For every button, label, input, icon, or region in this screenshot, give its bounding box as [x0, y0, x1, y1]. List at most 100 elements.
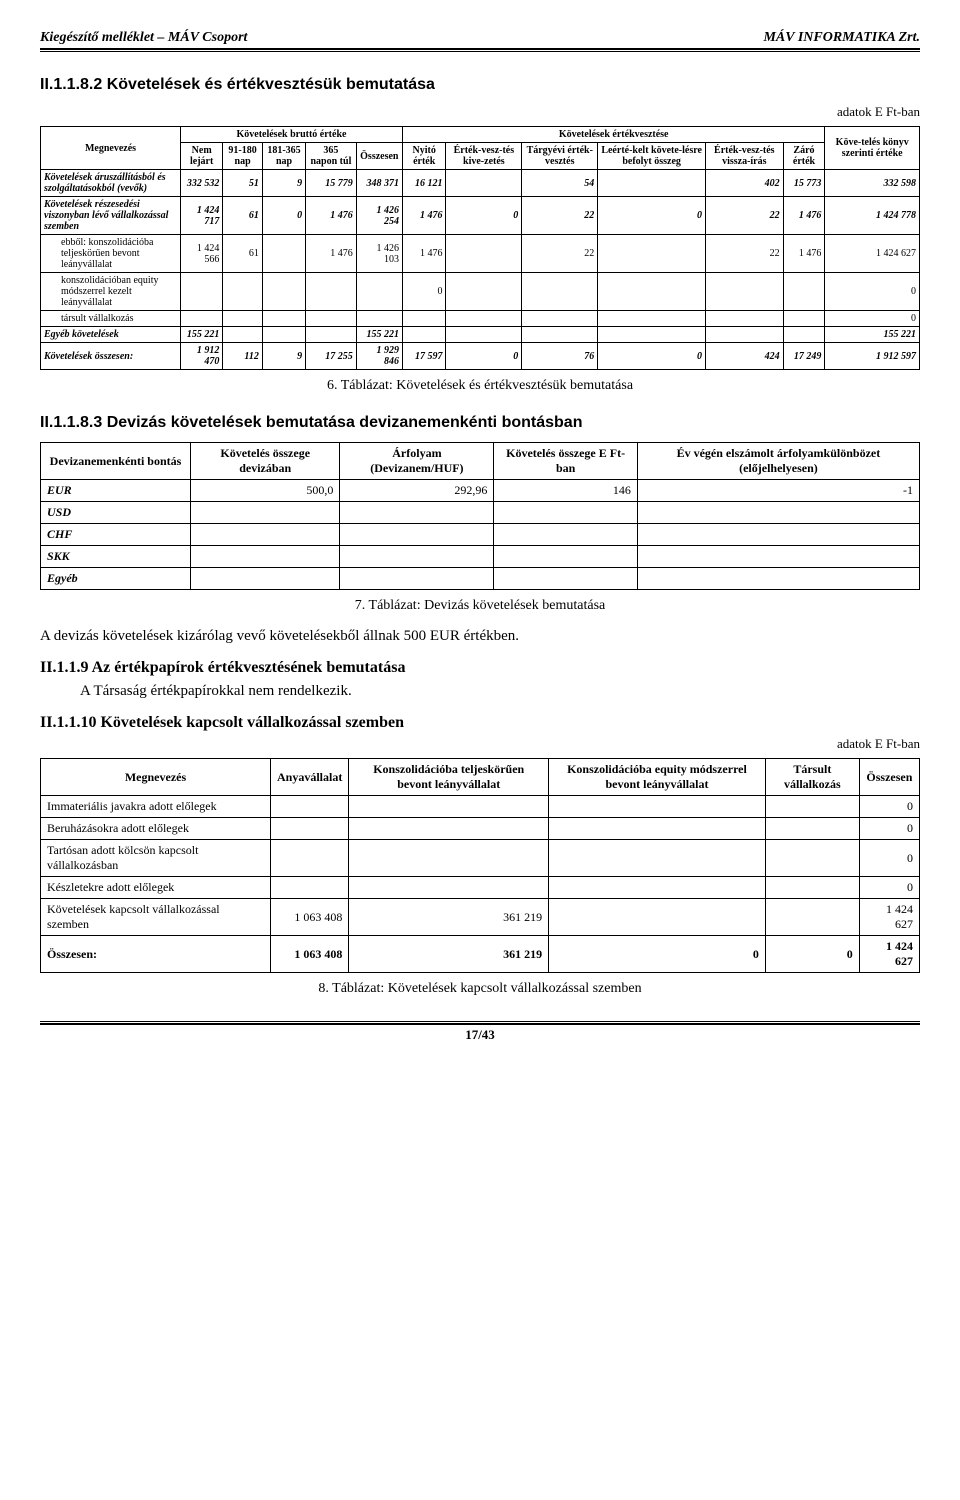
cell: [349, 877, 549, 899]
row-label: Tartósan adott kölcsön kapcsolt vállalko…: [41, 840, 271, 877]
cell: 0: [262, 197, 305, 235]
table-row: társult vállalkozás0: [41, 311, 920, 327]
cell: 112: [223, 343, 263, 370]
table-row: Követelések részesedési viszonyban lévő …: [41, 197, 920, 235]
col-zaro: Záró érték: [783, 143, 825, 170]
row-label: Készletekre adott előlegek: [41, 877, 271, 899]
cell: 0: [859, 840, 919, 877]
cell: 1 476: [783, 197, 825, 235]
cell: 424: [706, 343, 784, 370]
cell: -1: [637, 480, 919, 502]
cell: [549, 840, 766, 877]
cell: [356, 273, 402, 311]
t2-col-0: Devizanemenkénti bontás: [41, 443, 191, 480]
col-365tul: 365 napon túl: [306, 143, 357, 170]
table-row: ebből: konszolidációba teljeskörűen bevo…: [41, 235, 920, 273]
table-2-body: EUR500,0292,96146-1USDCHFSKKEgyéb: [41, 480, 920, 590]
cell: 1 476: [402, 197, 446, 235]
cell: [306, 273, 357, 311]
cell: 348 371: [356, 170, 402, 197]
cell: 146: [494, 480, 637, 502]
col-kivezetes: Érték-vesz-tés kive-zetés: [446, 143, 522, 170]
cell: [637, 502, 919, 524]
cell: 1 424 778: [825, 197, 920, 235]
cell: [262, 273, 305, 311]
table-row: Beruházásokra adott előlegek0: [41, 818, 920, 840]
col-91-180: 91-180 nap: [223, 143, 263, 170]
cell: [262, 327, 305, 343]
col-nemlejart: Nem lejárt: [181, 143, 223, 170]
cell: [306, 311, 357, 327]
row-label: Egyéb: [41, 568, 191, 590]
cell: 1 424 717: [181, 197, 223, 235]
cell: 1 912 597: [825, 343, 920, 370]
cell: [783, 311, 825, 327]
cell: 361 219: [349, 936, 549, 973]
cell: 0: [598, 197, 706, 235]
table-3: Megnevezés Anyavállalat Konszolidációba …: [40, 758, 920, 973]
cell: [191, 524, 340, 546]
cell: 9: [262, 343, 305, 370]
cell: [598, 327, 706, 343]
cell: 61: [223, 235, 263, 273]
cell: [765, 877, 859, 899]
caption-1: 6. Táblázat: Követelések és értékvesztés…: [40, 378, 920, 394]
cell: [637, 524, 919, 546]
table-row: Egyéb követelések155 221155 221155 221: [41, 327, 920, 343]
sub-heading-1: II.1.1.9 Az értékpapírok értékvesztéséne…: [40, 659, 920, 677]
cell: [271, 840, 349, 877]
cell: 1 476: [783, 235, 825, 273]
cell: [637, 546, 919, 568]
row-label: Egyéb követelések: [41, 327, 181, 343]
table-row: Tartósan adott kölcsön kapcsolt vállalko…: [41, 840, 920, 877]
cell: 1 929 846: [356, 343, 402, 370]
cell: [223, 311, 263, 327]
cell: [446, 311, 522, 327]
table-1-body: Követelések áruszállításból és szolgálta…: [41, 170, 920, 370]
cell: 51: [223, 170, 263, 197]
cell: 1 476: [306, 235, 357, 273]
row-label: konszolidációban equity módszerrel kezel…: [41, 273, 181, 311]
row-label: Követelések áruszállításból és szolgálta…: [41, 170, 181, 197]
cell: 0: [446, 197, 522, 235]
cell: 17 255: [306, 343, 357, 370]
row-label: SKK: [41, 546, 191, 568]
cell: [522, 327, 598, 343]
cell: 61: [223, 197, 263, 235]
cell: 155 221: [825, 327, 920, 343]
cell: [765, 899, 859, 936]
cell: [783, 327, 825, 343]
col-181-365: 181-365 nap: [262, 143, 305, 170]
cell: 0: [402, 273, 446, 311]
table-row: Egyéb: [41, 568, 920, 590]
cell: [783, 273, 825, 311]
cell: [271, 877, 349, 899]
paragraph-ertekpapir: A Társaság értékpapírokkal nem rendelkez…: [80, 683, 920, 700]
cell: [598, 311, 706, 327]
cell: [637, 568, 919, 590]
row-label: társult vállalkozás: [41, 311, 181, 327]
table-row: USD: [41, 502, 920, 524]
section-2-title: II.1.1.8.3 Devizás követelések bemutatás…: [40, 414, 920, 432]
cell: 332 598: [825, 170, 920, 197]
footer-rule: [40, 1021, 920, 1025]
table-3-body: Immateriális javakra adott előlegek0Beru…: [41, 796, 920, 973]
header-right: MÁV INFORMATIKA Zrt.: [763, 30, 920, 46]
cell: [340, 546, 494, 568]
row-label: Beruházásokra adott előlegek: [41, 818, 271, 840]
t3-col-2: Konszolidációba teljeskörűen bevont leán…: [349, 759, 549, 796]
cell: [598, 273, 706, 311]
cell: 361 219: [349, 899, 549, 936]
cell: [706, 273, 784, 311]
cell: 0: [765, 936, 859, 973]
caption-2: 7. Táblázat: Devizás követelések bemutat…: [40, 598, 920, 614]
header-rule: [40, 48, 920, 52]
cell: 22: [706, 235, 784, 273]
cell: [549, 899, 766, 936]
col-konyv: Köve-telés könyv szerinti értéke: [825, 127, 920, 170]
paragraph-devizas: A devizás követelések kizárólag vevő köv…: [40, 628, 920, 645]
cell: 332 532: [181, 170, 223, 197]
cell: 155 221: [181, 327, 223, 343]
unit-label-2: adatok E Ft-ban: [40, 736, 920, 752]
cell: [446, 235, 522, 273]
